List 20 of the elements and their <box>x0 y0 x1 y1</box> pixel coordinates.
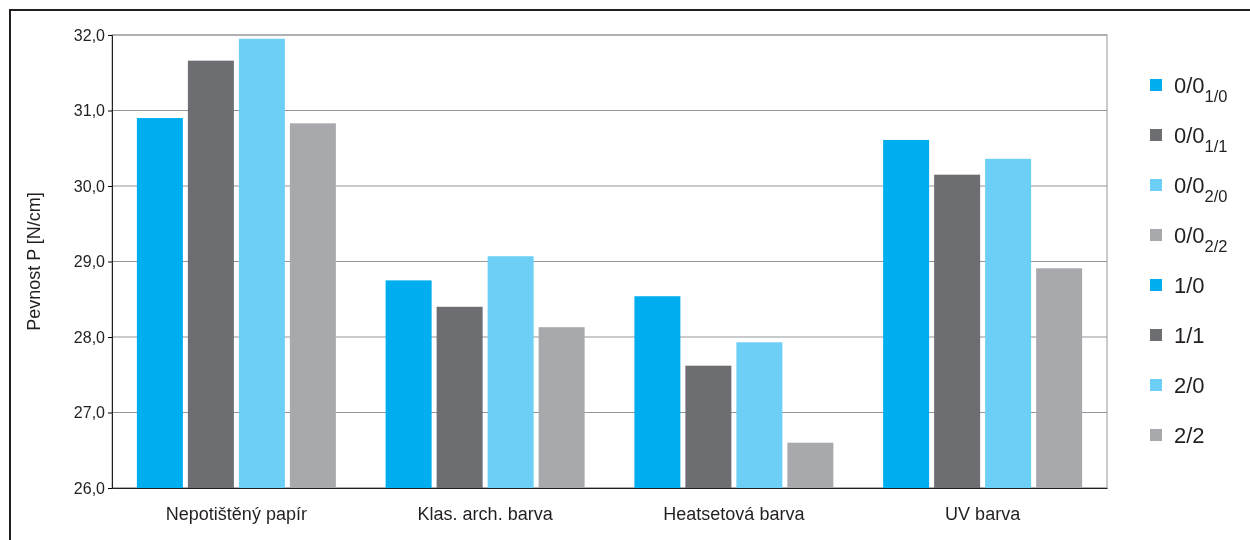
x-tick-label: Heatsetová barva <box>663 503 806 524</box>
legend-label: 0/0$_{2/0}$ <box>1174 173 1228 205</box>
y-axis-title: Pevnost P [N/cm] <box>24 192 44 331</box>
y-tick-label: 26,0 <box>73 479 106 497</box>
legend-label: 0/0$_{1/0}$ <box>1174 73 1228 105</box>
x-tick-label: Klas. arch. barva <box>417 503 554 524</box>
y-tick-label: 31,0 <box>73 102 106 120</box>
legend-label: 1/1 <box>1174 323 1205 348</box>
y-tick-label: 32,0 <box>73 26 106 44</box>
legend-label: 0/0$_{1/1}$ <box>1174 123 1228 155</box>
legend-label: 0/0$_{2/2}$ <box>1174 223 1228 255</box>
y-tick-label: 28,0 <box>73 328 106 346</box>
y-tick-label: 30,0 <box>73 177 106 195</box>
legend-label: 2/2 <box>1174 423 1205 448</box>
x-tick-label: Nepotištěný papír <box>165 503 307 524</box>
x-tick-label: UV barva <box>945 503 1022 524</box>
y-tick-label: 27,0 <box>73 404 106 422</box>
legend-label: 1/0 <box>1174 273 1205 298</box>
y-tick-label: 29,0 <box>73 253 106 271</box>
legend-label: 2/0 <box>1174 373 1205 398</box>
